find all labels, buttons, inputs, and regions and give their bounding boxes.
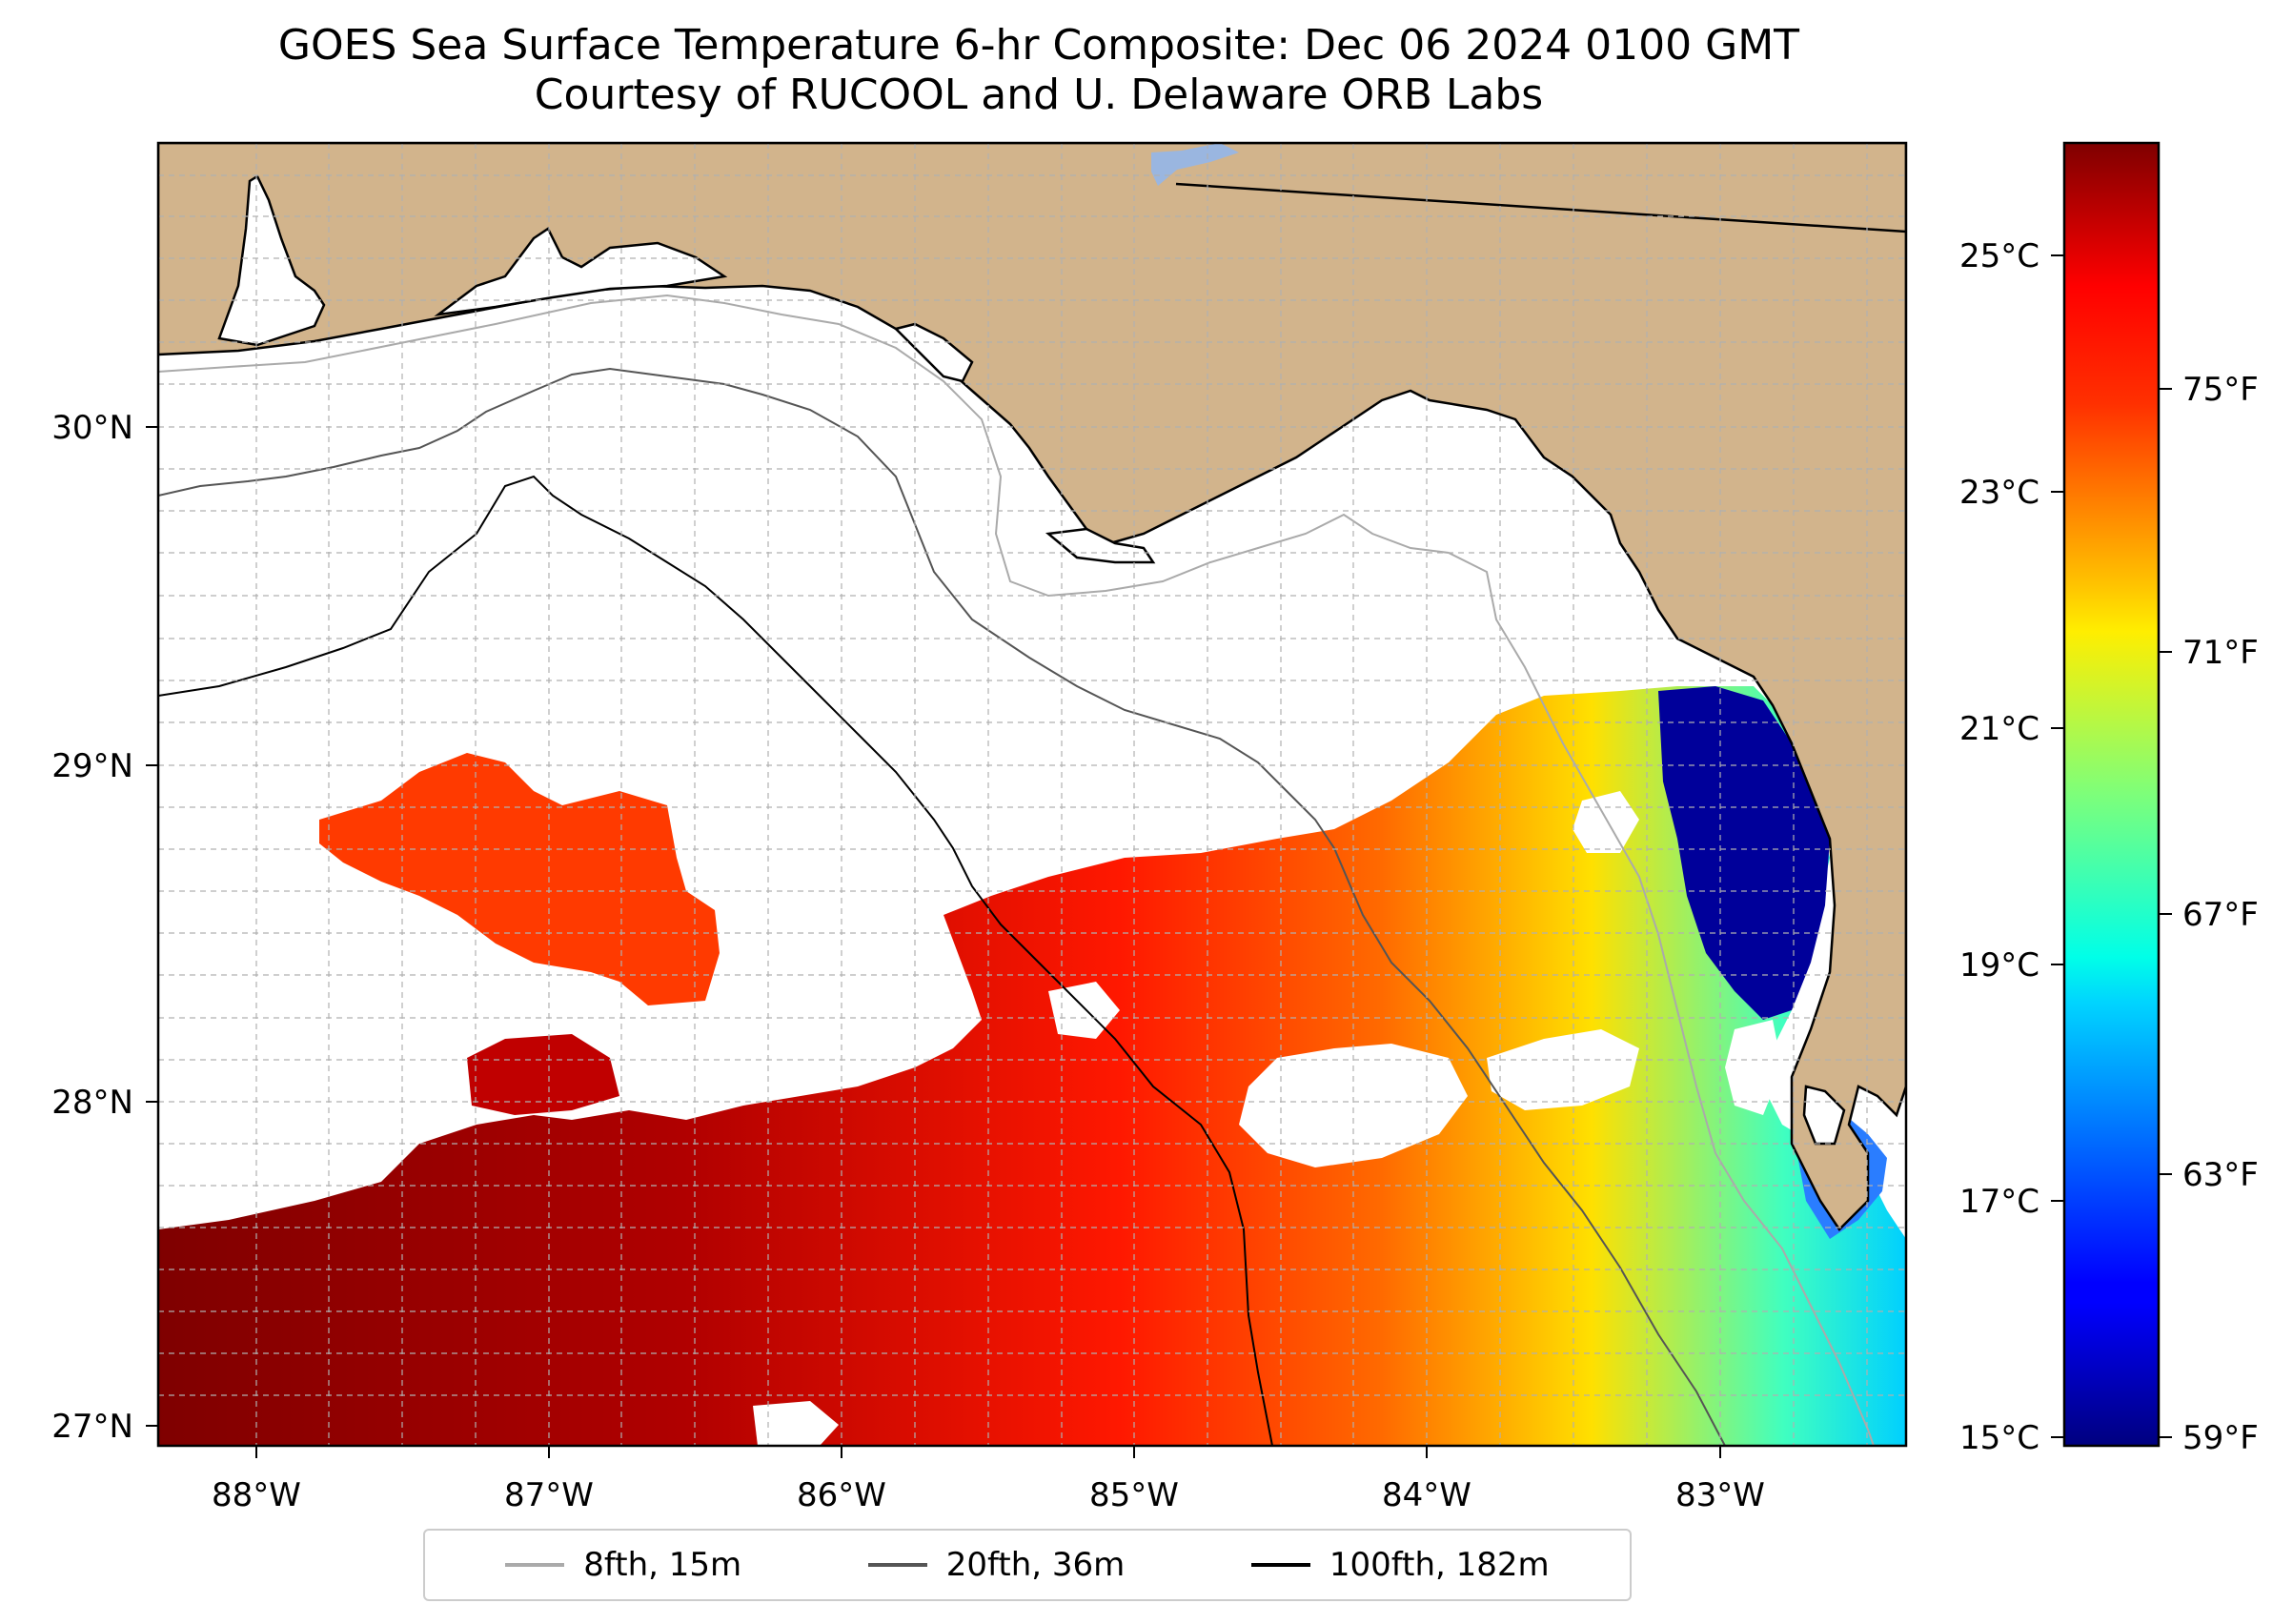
cbar-c-23: 23°C	[1959, 474, 2039, 512]
cloud-gap-1	[1239, 1044, 1468, 1167]
land	[158, 143, 1906, 1231]
land-north-coast	[158, 143, 1906, 1231]
legend-label-8fth: 8fth, 15m	[583, 1546, 742, 1584]
cloud-gap-3	[1573, 791, 1639, 853]
legend-label-100fth: 100fth, 182m	[1329, 1546, 1550, 1584]
legend-swatch-100fth	[1250, 1563, 1310, 1567]
map-frame	[156, 141, 1908, 1448]
isobath-20fth	[158, 367, 1726, 1446]
lat-tick-27: 27°N	[51, 1408, 133, 1446]
legend-swatch-20fth	[867, 1563, 927, 1567]
colorbar-gradient	[2062, 141, 2161, 1448]
lat-tick-28: 28°N	[51, 1084, 133, 1122]
land-applach-cut	[1045, 527, 1156, 564]
legend-item-20fth: 20fth, 36m	[867, 1546, 1126, 1584]
lon-tick-85: 85°W	[1089, 1476, 1179, 1514]
land-stjoe-cut	[893, 322, 974, 383]
lon-tick-87: 87°W	[504, 1476, 594, 1514]
cbar-c-25: 25°C	[1959, 237, 2039, 275]
sst-deep-red-patch	[467, 1034, 619, 1115]
cbar-c-21: 21°C	[1959, 710, 2039, 748]
cbar-c-15: 15°C	[1959, 1419, 2039, 1457]
map-title: GOES Sea Surface Temperature 6-hr Compos…	[0, 21, 2078, 120]
map-gridlines	[158, 143, 1906, 1446]
title-line-1: GOES Sea Surface Temperature 6-hr Compos…	[277, 21, 1800, 70]
map-panel	[158, 143, 1906, 1446]
sst-west-patch	[319, 753, 720, 1005]
isobaths	[158, 294, 1875, 1446]
isobath-8fth	[158, 294, 1875, 1446]
land-mobile-bay-cut	[217, 174, 326, 347]
sst-cold-patch	[1658, 686, 1830, 1020]
lon-tick-83: 83°W	[1675, 1476, 1765, 1514]
cloud-gap-2	[1487, 1029, 1639, 1110]
cbar-f-75: 75°F	[2182, 371, 2259, 409]
legend-swatch-8fth	[505, 1563, 565, 1567]
cbar-f-63: 63°F	[2182, 1156, 2259, 1194]
lat-axis: 30°N 29°N 28°N 27°N	[51, 409, 158, 1446]
cbar-f-67: 67°F	[2182, 896, 2259, 934]
colorbar: 25°C 23°C 21°C 19°C 17°C 15°C 75°F 71°F …	[1959, 141, 2259, 1457]
lon-tick-88: 88°W	[212, 1476, 301, 1514]
lat-tick-30: 30°N	[51, 409, 133, 447]
lon-tick-86: 86°W	[797, 1476, 886, 1514]
isobath-legend: 8fth, 15m 20fth, 36m 100fth, 182m	[423, 1529, 1632, 1601]
state-border	[1175, 182, 1906, 233]
cbar-f-71: 71°F	[2182, 634, 2259, 672]
cbar-f-59: 59°F	[2182, 1419, 2259, 1457]
lon-axis: 88°W 87°W 86°W 85°W 84°W 83°W	[212, 1446, 1765, 1514]
cbar-c-19: 19°C	[1959, 946, 2039, 985]
sst-main-body	[158, 686, 1906, 1446]
isobath-100fth	[158, 475, 1273, 1446]
legend-label-20fth: 20fth, 36m	[945, 1546, 1126, 1584]
legend-item-100fth: 100fth, 182m	[1250, 1546, 1550, 1584]
land-pensacola-cut	[434, 227, 728, 316]
cbar-c-17: 17°C	[1959, 1183, 2039, 1221]
cloud-gap-5	[753, 1401, 839, 1446]
title-line-2: Courtesy of RUCOOL and U. Delaware ORB L…	[534, 71, 1544, 119]
lake	[1151, 143, 1239, 186]
lat-tick-29: 29°N	[51, 747, 133, 785]
lon-tick-84: 84°W	[1382, 1476, 1471, 1514]
legend-item-8fth: 8fth, 15m	[505, 1546, 741, 1584]
cloud-gap-6	[1725, 1020, 1782, 1115]
land-tampa-cut	[1802, 1085, 1846, 1146]
